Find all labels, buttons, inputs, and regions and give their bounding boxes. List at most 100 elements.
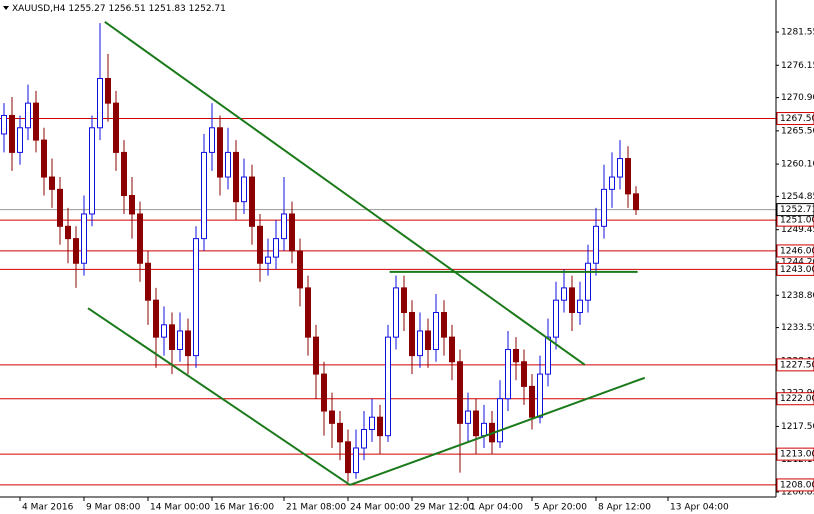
candle-body — [217, 127, 223, 178]
close: 1252.71 — [189, 4, 226, 14]
candle-body — [497, 398, 503, 443]
candle-body — [353, 447, 359, 474]
candle-body — [41, 139, 47, 178]
candle-body — [473, 410, 479, 437]
candle-body — [297, 250, 303, 289]
candle-body — [153, 299, 159, 338]
candle-body — [513, 348, 519, 363]
candle-body — [313, 336, 319, 375]
level-label: 1222.00 — [780, 394, 814, 404]
candle-body — [289, 213, 295, 252]
y-tick-label: 1270.90 — [781, 93, 814, 103]
level-label: 1213.00 — [780, 450, 814, 460]
y-tick-label: 1217.50 — [781, 422, 814, 432]
x-tick-label: 16 Mar 16:00 — [214, 503, 274, 513]
y-tick-label: 1249.45 — [781, 225, 814, 235]
y-tick-label: 1206.85 — [781, 488, 814, 498]
level-label: 1208.00 — [780, 480, 814, 490]
candle-body — [601, 188, 607, 227]
y-tick-label: 1238.80 — [781, 291, 814, 301]
level-label: 1251.00 — [780, 216, 814, 226]
header: XAUUSD,H4 1255.27 1256.51 1251.83 1252.7… — [12, 4, 226, 14]
candle-body — [169, 324, 175, 350]
candle-body — [441, 312, 447, 338]
y-tick-label: 1265.50 — [781, 126, 814, 136]
x-tick-label: 4 Mar 2016 — [22, 503, 74, 513]
candle-body — [9, 114, 15, 153]
current-price-box — [776, 203, 814, 217]
candle-body — [337, 422, 343, 443]
candle-body — [625, 158, 631, 195]
level-label-box — [776, 262, 814, 276]
level-label-box — [776, 478, 814, 492]
candle-body — [73, 238, 79, 264]
level-label-box — [776, 447, 814, 461]
level-label: 1246.00 — [780, 246, 814, 256]
candle-body — [521, 361, 527, 387]
candle-body — [25, 102, 31, 129]
open: 1255.27 — [68, 4, 105, 14]
candle-body — [33, 102, 39, 141]
candle-body — [145, 262, 151, 301]
candle-body — [209, 127, 215, 153]
x-tick-label: 13 Apr 04:00 — [670, 503, 729, 513]
candle-body — [417, 330, 423, 357]
candle-body — [249, 176, 255, 227]
y-tick-label: 1254.85 — [781, 192, 814, 202]
candle-body — [233, 151, 239, 203]
candle-body — [409, 312, 415, 357]
x-tick-label: 9 Mar 08:00 — [86, 503, 141, 513]
high: 1256.51 — [108, 4, 145, 14]
candle-body — [49, 176, 55, 190]
trendline — [349, 376, 646, 486]
low: 1251.83 — [149, 4, 186, 14]
candle-body — [57, 188, 63, 227]
candle-body — [185, 330, 191, 357]
candle-body — [577, 299, 583, 314]
candle-body — [273, 238, 279, 258]
candle-body — [97, 78, 103, 129]
candle-body — [529, 385, 535, 418]
x-tick-label: 1 Apr 04:00 — [470, 503, 523, 513]
candle-body — [561, 287, 567, 301]
candle-body — [457, 361, 463, 424]
candle-body — [393, 287, 399, 338]
x-tick-label: 5 Apr 20:00 — [534, 503, 587, 513]
candle-body — [401, 287, 407, 314]
level-label-box — [776, 392, 814, 406]
candle-body — [377, 416, 383, 437]
candle-body — [177, 330, 183, 350]
candle-body — [545, 336, 551, 375]
y-tick-label: 1281.55 — [781, 28, 814, 38]
candle-body — [161, 324, 167, 338]
candle-body — [193, 238, 199, 357]
symbol: XAUUSD,H4 — [12, 4, 66, 14]
x-tick-label: 8 Apr 12:00 — [598, 503, 651, 513]
level-label-box — [776, 244, 814, 258]
candle-body — [345, 441, 351, 474]
candle-body — [585, 262, 591, 301]
candle-body — [257, 225, 263, 264]
candle-body — [633, 193, 639, 211]
y-tick-label: 1276.15 — [781, 61, 814, 71]
candle-body — [617, 158, 623, 178]
candle-body — [433, 312, 439, 350]
y-tick-label: 1233.55 — [781, 323, 814, 333]
candle-body — [385, 336, 391, 437]
candle-body — [465, 410, 471, 424]
candle-body — [305, 287, 311, 338]
x-tick-label: 24 Mar 00:00 — [350, 503, 410, 513]
candle-body — [17, 127, 23, 153]
plot-area — [0, 21, 776, 486]
candle-body — [201, 151, 207, 240]
level-label: 1243.00 — [780, 265, 814, 275]
trendline — [87, 307, 351, 486]
candle-body — [113, 102, 119, 153]
current-price-label: 1252.71 — [780, 205, 814, 215]
level-label-box — [776, 112, 814, 126]
candle-body — [609, 176, 615, 190]
candle-body — [1, 114, 7, 135]
candle-body — [137, 213, 143, 264]
